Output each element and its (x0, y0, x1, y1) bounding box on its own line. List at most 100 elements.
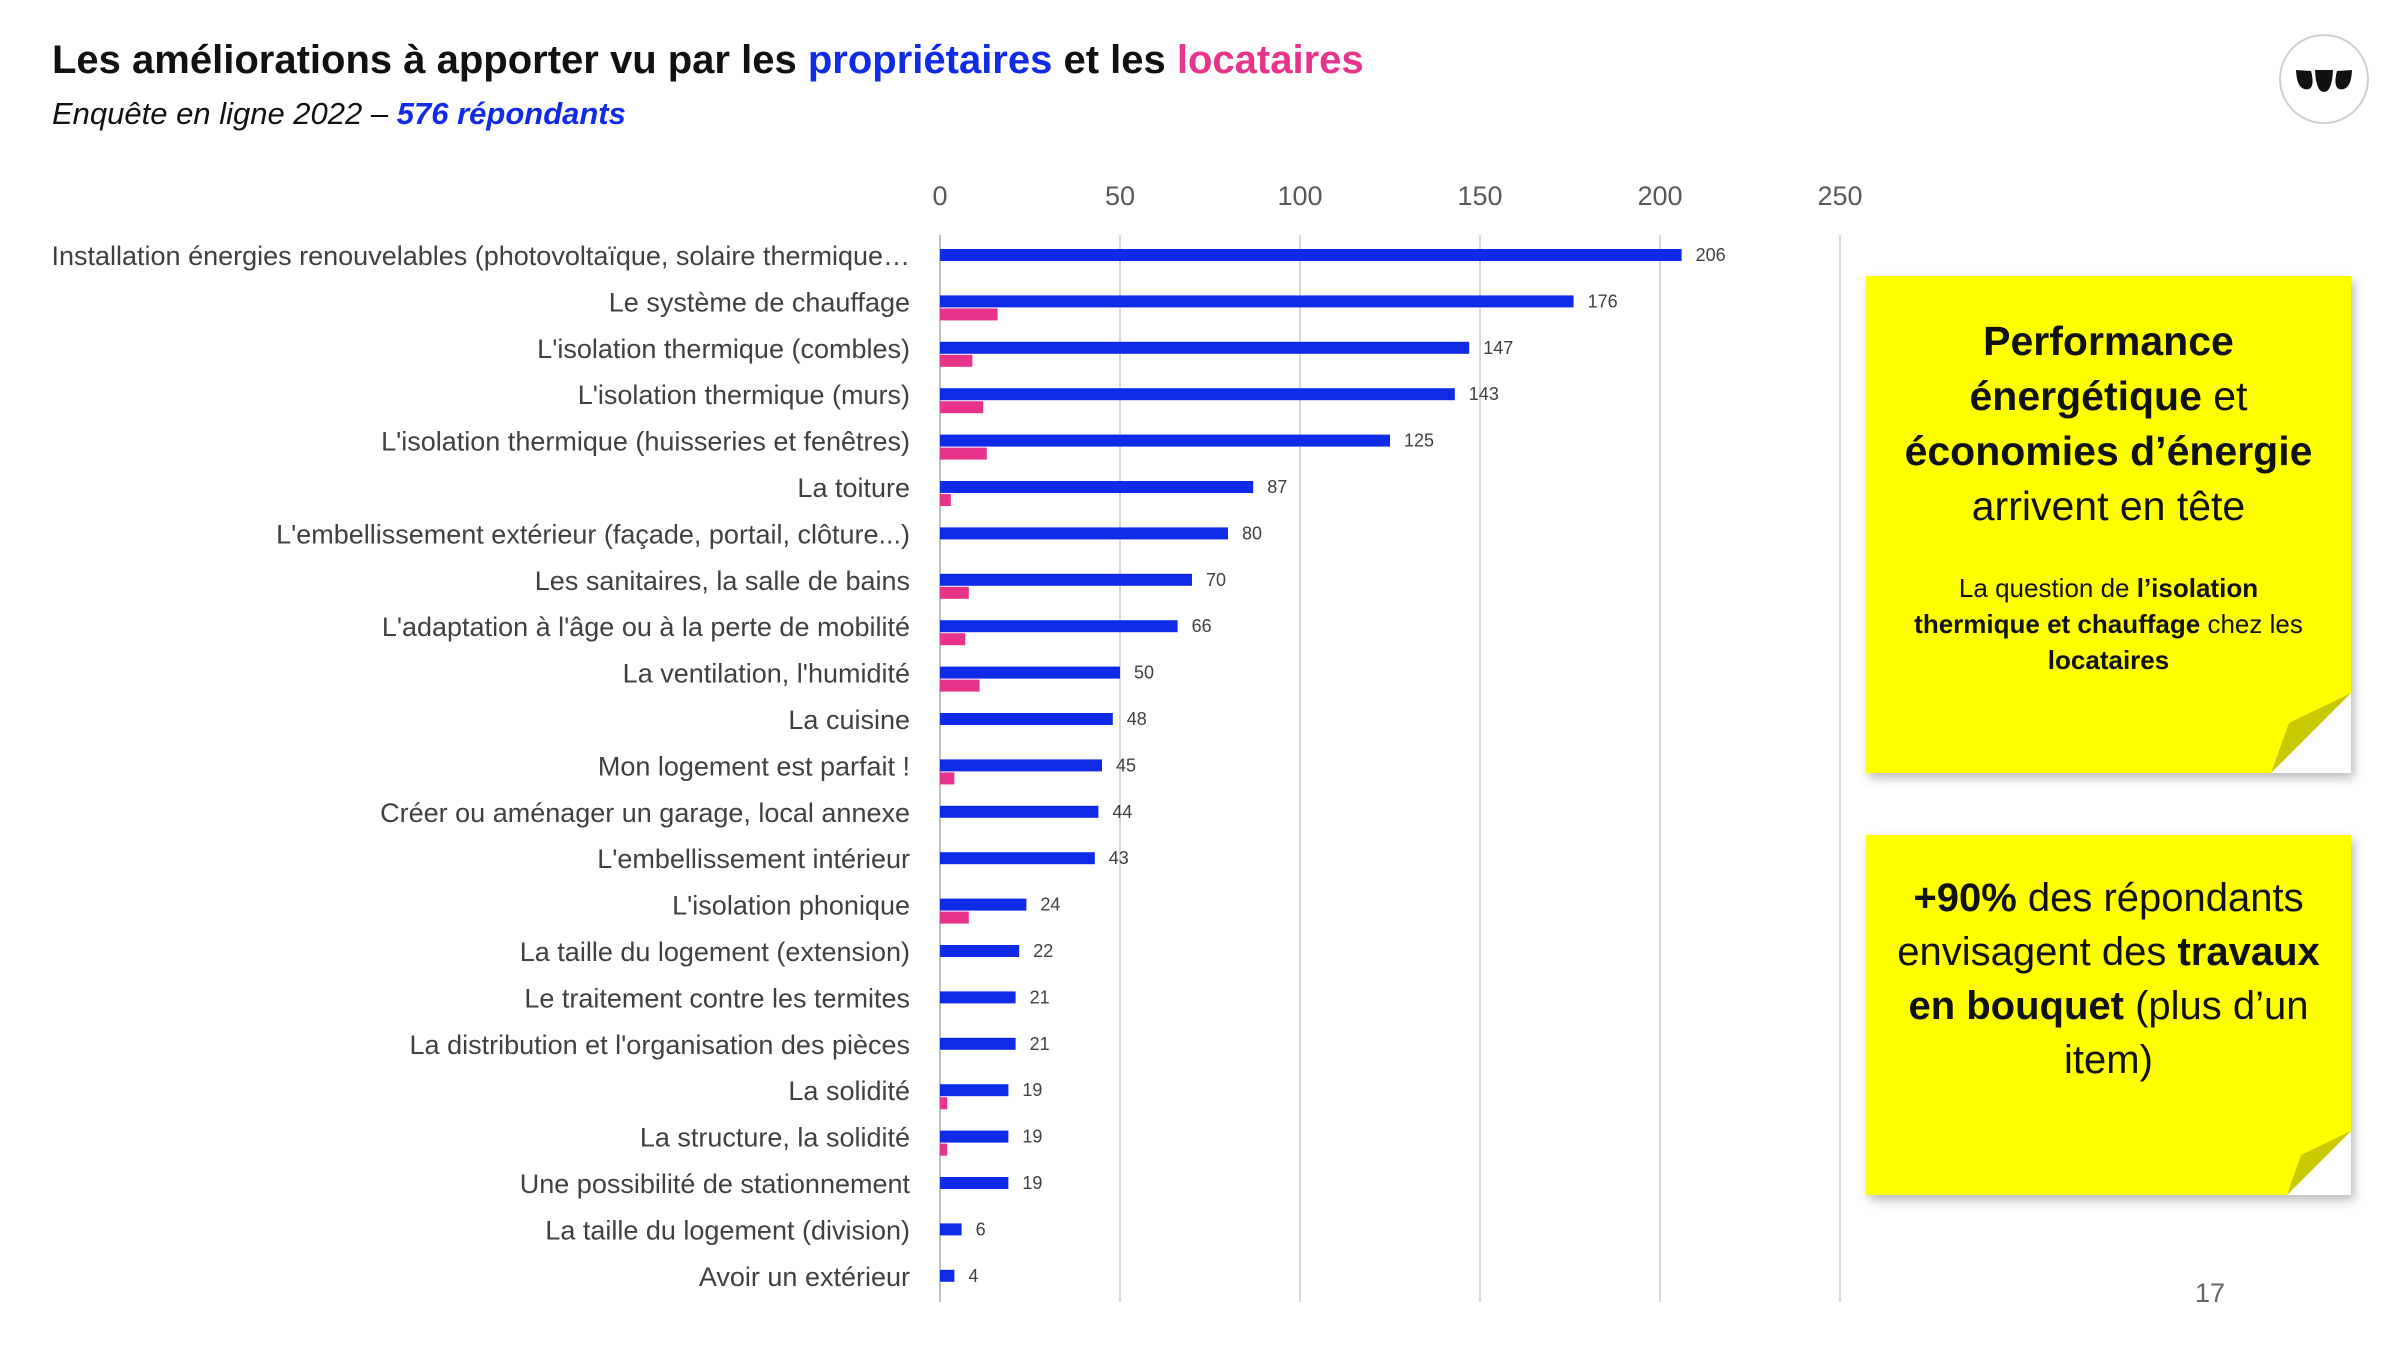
note-energy-headline: Performance énergétique et économies d’é… (1886, 314, 2331, 534)
bar-tenants (940, 772, 955, 785)
data-label: 22 (1033, 941, 1053, 961)
page-curl-icon (2287, 1131, 2351, 1195)
x-tick-label: 50 (1105, 181, 1135, 211)
brand-logo-icon (2279, 34, 2369, 124)
bar-owners (940, 991, 1016, 1004)
bar-chart: 0 50 100 150 200 250 Installation énergies re… (51, 181, 1863, 1302)
category-label: Une possibilité de stationnement (520, 1169, 911, 1199)
bar-tenants (940, 401, 984, 414)
bar-owners (940, 1037, 1016, 1050)
sticky-note-energy: Performance énergétique et économies d’é… (1866, 276, 2351, 773)
bar-owners (940, 852, 1095, 865)
x-tick-label: 100 (1277, 181, 1322, 211)
category-label: Créer ou aménager un garage, local annex… (380, 798, 910, 828)
bar-owners (940, 1084, 1009, 1097)
data-label: 45 (1116, 755, 1136, 775)
title-text: Les améliorations à apporter vu par les (52, 38, 808, 82)
note-bundle-text-1: des répondants envisagent des (1897, 876, 2304, 974)
bar-owners (940, 620, 1178, 633)
data-label: 48 (1127, 709, 1147, 729)
category-label: La cuisine (788, 705, 910, 735)
category-label: La ventilation, l'humidité (623, 659, 910, 689)
data-label: 176 (1588, 291, 1618, 311)
bar-owners (940, 434, 1390, 447)
category-label: La toiture (797, 473, 910, 503)
note-energy-text-1: et (2201, 373, 2248, 419)
category-label: L'embellissement intérieur (597, 844, 910, 874)
x-tick-label: 250 (1817, 181, 1862, 211)
page-number: 17 (2195, 1278, 2226, 1308)
bar-owners (940, 1223, 962, 1236)
subtitle-respondent-count: 576 répondants (396, 96, 626, 131)
note-bundle-text: +90% des répondants envisagent des trava… (1882, 871, 2335, 1087)
title-tenants: locataires (1176, 38, 1364, 82)
bar-tenants (940, 679, 980, 692)
category-label: La taille du logement (extension) (520, 937, 910, 967)
subtitle-text: Enquête en ligne 2022 – (52, 96, 397, 131)
data-label: 44 (1112, 802, 1132, 822)
bar-owners (940, 573, 1192, 586)
category-label: Mon logement est parfait ! (598, 751, 910, 781)
page-subtitle: Enquête en ligne 2022 – 576 répondants (52, 96, 626, 132)
bar-owners (940, 805, 1099, 818)
chart-bars (940, 249, 1682, 1282)
bar-tenants (940, 494, 951, 506)
x-axis-ticks: 0 50 100 150 200 250 (932, 181, 1862, 211)
category-label: Avoir un extérieur (699, 1262, 910, 1292)
bar-owners (940, 388, 1455, 401)
data-label: 147 (1483, 338, 1513, 358)
note-energy-bold-1: Performance énergétique (1969, 318, 2234, 419)
data-label: 87 (1267, 477, 1287, 497)
data-label: 21 (1030, 987, 1050, 1007)
category-label: La distribution et l'organisation des pi… (410, 1030, 910, 1060)
data-label: 143 (1469, 384, 1499, 404)
note-detail-bold-1: l’isolation thermique et chauffage (1914, 573, 2259, 639)
data-label: 50 (1134, 663, 1154, 683)
title-text-2: et les (1052, 38, 1177, 82)
bar-tenants (940, 586, 969, 599)
note-detail-text-2: chez les (2200, 609, 2303, 639)
x-tick-label: 0 (932, 181, 947, 211)
note-bundle-bold-2: travaux en bouquet (1908, 930, 2320, 1028)
bar-tenants (940, 447, 987, 460)
bar-owners (940, 1269, 955, 1282)
data-label: 80 (1242, 523, 1262, 543)
category-label: L'isolation thermique (combles) (537, 334, 910, 364)
category-label: Installation énergies renouvelables (pho… (51, 241, 910, 271)
category-label: La taille du logement (division) (545, 1215, 910, 1245)
data-label: 24 (1040, 895, 1060, 915)
bar-owners (940, 341, 1470, 354)
category-label: La structure, la solidité (640, 1123, 910, 1153)
note-detail-text-1: La question de (1958, 573, 2137, 603)
note-energy-bold-2: économies d’énergie (1904, 428, 2313, 474)
bar-tenants (940, 354, 973, 367)
category-label: L'isolation thermique (huisseries et fen… (381, 427, 910, 457)
data-label: 19 (1022, 1080, 1042, 1100)
bar-owners (940, 295, 1574, 308)
note-energy-detail: La question de l’isolation thermique et … (1886, 570, 2331, 678)
data-label: 6 (976, 1219, 986, 1239)
data-label: 19 (1022, 1127, 1042, 1147)
page-curl-icon (2271, 693, 2351, 773)
brand-logo-graphic (2296, 70, 2352, 92)
title-owners: propriétaires (807, 38, 1053, 82)
bar-owners (940, 945, 1020, 957)
bar-owners (940, 1130, 1009, 1143)
data-label: 70 (1206, 570, 1226, 590)
x-tick-label: 200 (1637, 181, 1682, 211)
bar-owners (940, 481, 1254, 493)
data-label: 66 (1192, 616, 1212, 636)
category-label: L'embellissement extérieur (façade, port… (276, 519, 910, 549)
category-label: La solidité (788, 1076, 910, 1106)
bar-tenants (940, 911, 969, 924)
category-label: L'isolation thermique (murs) (578, 380, 910, 410)
note-bundle-bold-1: +90% (1913, 876, 2017, 920)
category-label: L'isolation phonique (672, 891, 910, 921)
category-labels: Installation énergies renouvelables (pho… (51, 241, 910, 1292)
data-label: 4 (968, 1266, 978, 1286)
bar-owners (940, 759, 1102, 772)
x-tick-label: 150 (1457, 181, 1502, 211)
data-label: 43 (1109, 848, 1129, 868)
category-label: L'adaptation à l'âge ou à la perte de mo… (382, 612, 910, 642)
bar-owners (940, 713, 1113, 725)
